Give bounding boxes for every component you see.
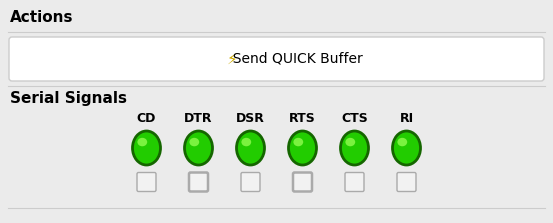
Ellipse shape: [289, 131, 316, 165]
Text: Send QUICK Buffer: Send QUICK Buffer: [224, 52, 362, 66]
Text: RTS: RTS: [289, 112, 316, 124]
Text: DTR: DTR: [184, 112, 213, 124]
FancyBboxPatch shape: [241, 173, 260, 192]
Ellipse shape: [185, 131, 212, 165]
Ellipse shape: [393, 131, 420, 165]
Ellipse shape: [242, 138, 251, 146]
Text: CD: CD: [137, 112, 156, 124]
Text: RI: RI: [399, 112, 414, 124]
FancyBboxPatch shape: [9, 37, 544, 81]
Ellipse shape: [133, 131, 160, 165]
Text: DSR: DSR: [236, 112, 265, 124]
Text: Actions: Actions: [10, 10, 74, 25]
Ellipse shape: [137, 138, 147, 146]
Ellipse shape: [237, 131, 264, 165]
FancyBboxPatch shape: [137, 173, 156, 192]
Ellipse shape: [346, 138, 355, 146]
FancyBboxPatch shape: [189, 173, 208, 192]
FancyBboxPatch shape: [345, 173, 364, 192]
Ellipse shape: [341, 131, 368, 165]
FancyBboxPatch shape: [293, 173, 312, 192]
Text: ⚡: ⚡: [227, 52, 238, 66]
FancyBboxPatch shape: [397, 173, 416, 192]
Text: CTS: CTS: [341, 112, 368, 124]
Ellipse shape: [189, 138, 199, 146]
Text: Serial Signals: Serial Signals: [10, 91, 127, 105]
Ellipse shape: [398, 138, 407, 146]
Ellipse shape: [294, 138, 303, 146]
